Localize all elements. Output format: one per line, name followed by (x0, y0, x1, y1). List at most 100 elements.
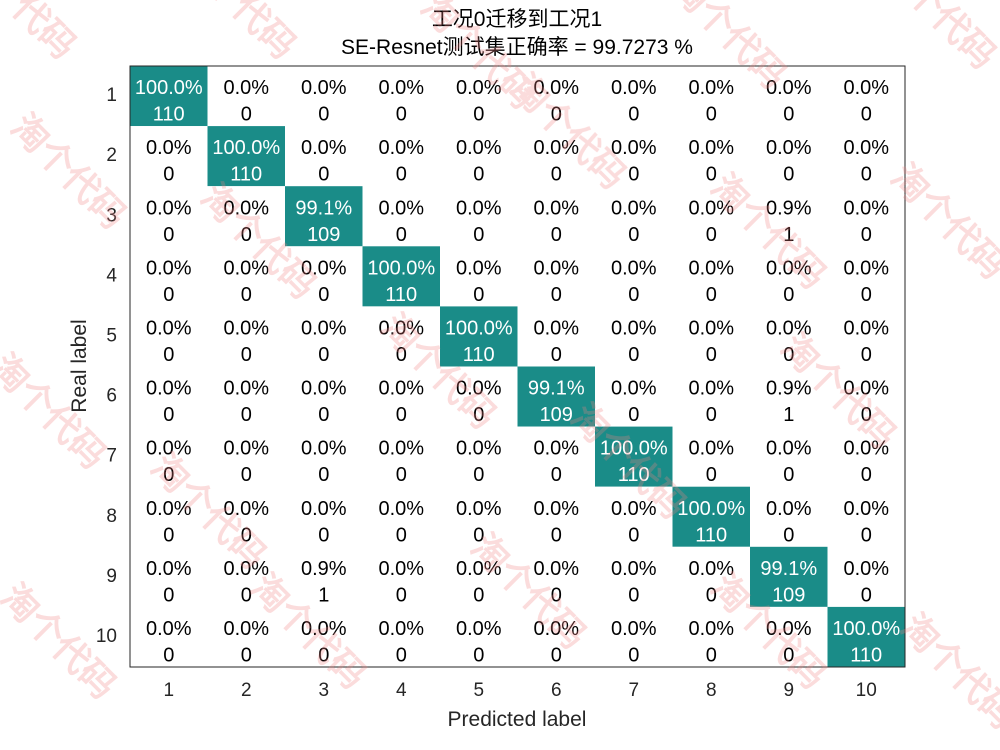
cell-percent-label: 100.0% (367, 257, 435, 279)
x-tick-label: 5 (473, 680, 484, 701)
cell-fill (750, 426, 828, 487)
matrix-cell: 100.0% 110 (595, 426, 673, 487)
cell-fill (130, 606, 208, 667)
x-tick-label: 9 (783, 680, 794, 701)
matrix-cell: 0.0% 0 (827, 66, 905, 127)
cell-fill (595, 306, 673, 367)
cell-percent-label: 0.0% (611, 378, 657, 400)
cell-fill (827, 606, 905, 667)
cell-percent-label: 0.0% (301, 318, 347, 340)
cell-fill (827, 246, 905, 307)
cell-percent-label: 0.0% (146, 378, 192, 400)
cell-percent-label: 0.0% (688, 137, 734, 159)
matrix-cell: 0.0% 0 (827, 126, 905, 187)
cell-fill (207, 366, 285, 427)
cell-fill (595, 486, 673, 547)
cell-count-label: 0 (318, 644, 329, 666)
matrix-cells: 100.0%1100.0%00.0%00.0%00.0%00.0%00.0%00… (130, 66, 905, 667)
cell-percent-label: 0.0% (378, 77, 424, 99)
cell-count-label: 110 (385, 284, 417, 306)
matrix-cell: 0.0% 0 (595, 546, 673, 607)
matrix-cell: 0.0% 0 (130, 246, 208, 307)
matrix-cell: 0.0% 0 (362, 126, 440, 187)
cell-fill (362, 486, 440, 547)
cell-fill (750, 486, 828, 547)
cell-count-label: 0 (706, 464, 717, 486)
cell-count-label: 0 (861, 224, 872, 246)
cell-percent-label: 0.0% (301, 77, 347, 99)
cell-fill (285, 426, 363, 487)
cell-percent-label: 0.0% (301, 498, 347, 520)
cell-percent-label: 0.0% (146, 318, 192, 340)
cell-percent-label: 100.0% (677, 498, 745, 520)
cell-percent-label: 100.0% (445, 318, 513, 340)
cell-percent-label: 0.0% (378, 137, 424, 159)
cell-fill (672, 606, 750, 667)
matrix-cell: 0.0% 0 (362, 306, 440, 367)
matrix-cell: 0.0% 0 (285, 306, 363, 367)
cell-percent-label: 0.0% (146, 498, 192, 520)
cell-percent-label: 0.0% (533, 77, 579, 99)
matrix-cell: 0.0% 0 (130, 306, 208, 367)
cell-fill (827, 126, 905, 187)
matrix-cell: 0.0% 0 (595, 486, 673, 547)
cell-percent-label: 0.0% (223, 318, 269, 340)
cell-percent-label: 0.0% (688, 378, 734, 400)
matrix-cell: 0.9% 1 (285, 546, 363, 607)
matrix-cell: 0.0% 0 (672, 246, 750, 307)
matrix-cell: 0.0% 0 (362, 426, 440, 487)
cell-fill (595, 246, 673, 307)
cell-count-label: 0 (706, 164, 717, 186)
y-tick-label: 5 (106, 325, 117, 346)
matrix-cell: 0.0% 0 (595, 366, 673, 427)
matrix-cell: 0.0% 0 (672, 366, 750, 427)
cell-fill (672, 546, 750, 607)
matrix-cell: 0.0% 0 (207, 66, 285, 127)
cell-percent-label: 0.9% (301, 558, 347, 580)
cell-percent-label: 0.0% (766, 618, 812, 640)
cell-fill (440, 246, 518, 307)
cell-percent-label: 0.0% (301, 257, 347, 279)
matrix-cell: 0.9% 1 (750, 186, 828, 247)
cell-fill (440, 426, 518, 487)
x-tick-label: 6 (551, 680, 562, 701)
cell-count-label: 0 (551, 284, 562, 306)
cell-fill (207, 486, 285, 547)
cell-count-label: 0 (628, 104, 639, 126)
matrix-cell: 0.0% 0 (750, 486, 828, 547)
x-tick-label: 7 (628, 680, 639, 701)
cell-count-label: 1 (783, 224, 794, 246)
cell-percent-label: 0.9% (766, 378, 812, 400)
matrix-cell: 0.0% 0 (207, 426, 285, 487)
cell-fill (362, 186, 440, 247)
matrix-cell: 0.0% 0 (285, 126, 363, 187)
y-axis-label: Real label (68, 319, 91, 412)
matrix-cell: 0.0% 0 (440, 126, 518, 187)
matrix-cell: 0.0% 0 (672, 426, 750, 487)
cell-count-label: 0 (163, 164, 174, 186)
matrix-cell: 0.0% 0 (517, 426, 595, 487)
cell-fill (285, 246, 363, 307)
cell-count-label: 0 (318, 524, 329, 546)
cell-percent-label: 0.0% (766, 438, 812, 460)
matrix-cell: 100.0% 110 (130, 66, 208, 127)
matrix-cell: 0.0% 0 (827, 306, 905, 367)
cell-percent-label: 0.0% (456, 77, 502, 99)
cell-percent-label: 0.0% (378, 498, 424, 520)
cell-count-label: 110 (463, 344, 495, 366)
y-tick-label: 10 (96, 626, 117, 647)
cell-percent-label: 0.0% (378, 558, 424, 580)
matrix-cell: 100.0% 110 (207, 126, 285, 187)
cell-percent-label: 100.0% (135, 77, 203, 99)
chart-subtitle: SE-Resnet测试集正确率 = 99.7273 % (341, 36, 693, 59)
cell-count-label: 0 (783, 644, 794, 666)
cell-fill (827, 366, 905, 427)
y-tick-label: 7 (106, 446, 117, 467)
cell-count-label: 0 (783, 284, 794, 306)
cell-count-label: 0 (783, 524, 794, 546)
chart-title: 工况0迁移到工况1 (432, 8, 602, 31)
cell-percent-label: 0.0% (533, 498, 579, 520)
cell-percent-label: 0.0% (223, 438, 269, 460)
cell-percent-label: 0.0% (843, 77, 889, 99)
cell-fill (517, 546, 595, 607)
